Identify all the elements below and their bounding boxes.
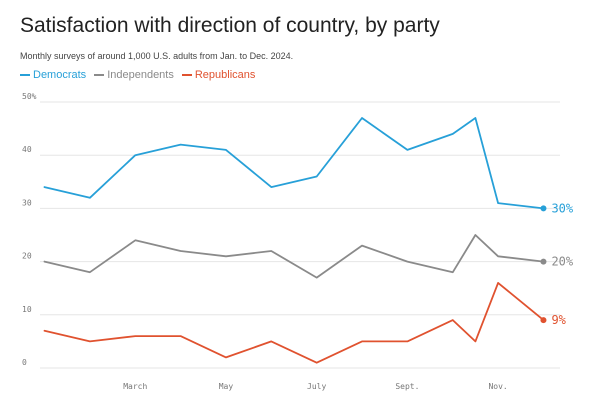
legend-swatch-democrats xyxy=(20,74,30,76)
legend-label-republicans: Republicans xyxy=(194,69,256,81)
y-tick-label-50: 50% xyxy=(22,92,37,101)
series-line-independents xyxy=(43,234,545,279)
legend-swatch-independents xyxy=(94,74,105,76)
legend-item-independents: Independents xyxy=(94,69,174,81)
series-end-dot-republicans xyxy=(540,317,547,324)
series-end-label-independents: 20% xyxy=(551,255,573,269)
series-end-dot-independents xyxy=(540,258,547,265)
chart-subtitle: Monthly surveys of around 1,000 U.S. adu… xyxy=(20,51,294,61)
x-tick-label-sept: Sept. xyxy=(395,382,419,391)
y-tick-label-0: 0 xyxy=(22,358,27,367)
y-tick-label-20: 20 xyxy=(22,252,32,261)
y-tick-label-10: 10 xyxy=(22,305,32,314)
legend-item-republicans: Republicans xyxy=(181,69,256,81)
x-tick-label-march: March xyxy=(123,382,147,391)
x-tick-label-may: May xyxy=(219,382,234,391)
legend-swatch-republicans xyxy=(181,74,192,76)
series-end-dot-democrats xyxy=(540,205,547,212)
series-end-label-republicans: 9% xyxy=(551,313,566,327)
series-line-republicans xyxy=(43,281,545,364)
legend-label-independents: Independents xyxy=(107,69,174,81)
y-tick-label-40: 40 xyxy=(22,145,32,154)
x-tick-label-nov: Nov. xyxy=(488,382,507,391)
legend-label-democrats: Democrats xyxy=(33,69,87,81)
series-line-democrats xyxy=(43,117,545,210)
x-tick-label-july: July xyxy=(307,382,326,391)
legend: Democrats Independents Republicans xyxy=(20,69,263,81)
series-end-label-democrats: 30% xyxy=(551,201,573,215)
chart-title: Satisfaction with direction of country, … xyxy=(20,14,440,37)
legend-item-democrats: Democrats xyxy=(20,69,86,81)
y-tick-label-30: 30 xyxy=(22,198,32,207)
